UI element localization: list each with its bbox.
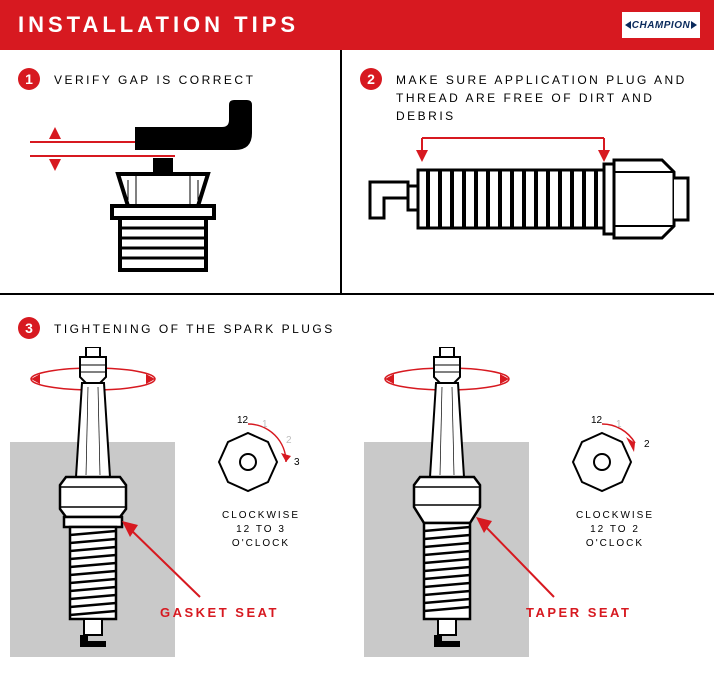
clock-tick-12: 12 [237,415,248,426]
clock-tick-3: 3 [294,457,300,468]
step-text: Make sure application plug and thread ar… [396,68,698,125]
header-bar: INSTALLATION TIPS CHAMPION [0,0,714,50]
brand-logo: CHAMPION [622,12,700,38]
step-text: Tightening of the spark plugs [54,317,335,338]
clock-tick-2: 2 [286,435,292,446]
clock-line1: CLOCKWISE [576,510,654,521]
taper-seat-label: TAPER SEAT [526,605,631,620]
gasket-seat-block: 12 1 2 3 CLOCKWISE 12 TO 3 O'CLOCK GASKE… [10,347,350,667]
clock-line2: 12 TO 2 O'CLOCK [586,524,644,549]
top-row: 1 Verify gap is correct [0,50,714,295]
thread-diagram [362,120,692,270]
step-number-badge: 3 [18,317,40,339]
panel-step-2: 2 Make sure application plug and thread … [342,50,712,293]
step-head-3: 3 Tightening of the spark plugs [18,317,700,339]
step-text: Verify gap is correct [54,68,255,89]
clock-tick-12: 12 [591,415,602,426]
step-head-1: 1 Verify gap is correct [18,68,326,90]
panel-step-3: 3 Tightening of the spark plugs [0,295,714,339]
clockwise-label: CLOCKWISE 12 TO 3 O'CLOCK [206,509,316,551]
clockwise-label: CLOCKWISE 12 TO 2 O'CLOCK [560,509,670,551]
step-number-badge: 2 [360,68,382,90]
clock-tick-1: 1 [616,419,622,430]
clock-line2: 12 TO 3 O'CLOCK [232,524,290,549]
step-number-badge: 1 [18,68,40,90]
gap-diagram [20,100,320,275]
bottom-row: 12 1 2 3 CLOCKWISE 12 TO 3 O'CLOCK GASKE… [0,339,714,667]
taper-seat-block: 12 1 2 CLOCKWISE 12 TO 2 O'CLOCK TAPER S… [364,347,704,667]
step-head-2: 2 Make sure application plug and thread … [360,68,698,125]
clock-tick-2: 2 [644,439,650,450]
gasket-seat-label: GASKET SEAT [160,605,279,620]
page-title: INSTALLATION TIPS [18,12,299,38]
clock-tick-1: 1 [262,419,268,430]
clock-line1: CLOCKWISE [222,510,300,521]
panel-step-1: 1 Verify gap is correct [0,50,342,293]
